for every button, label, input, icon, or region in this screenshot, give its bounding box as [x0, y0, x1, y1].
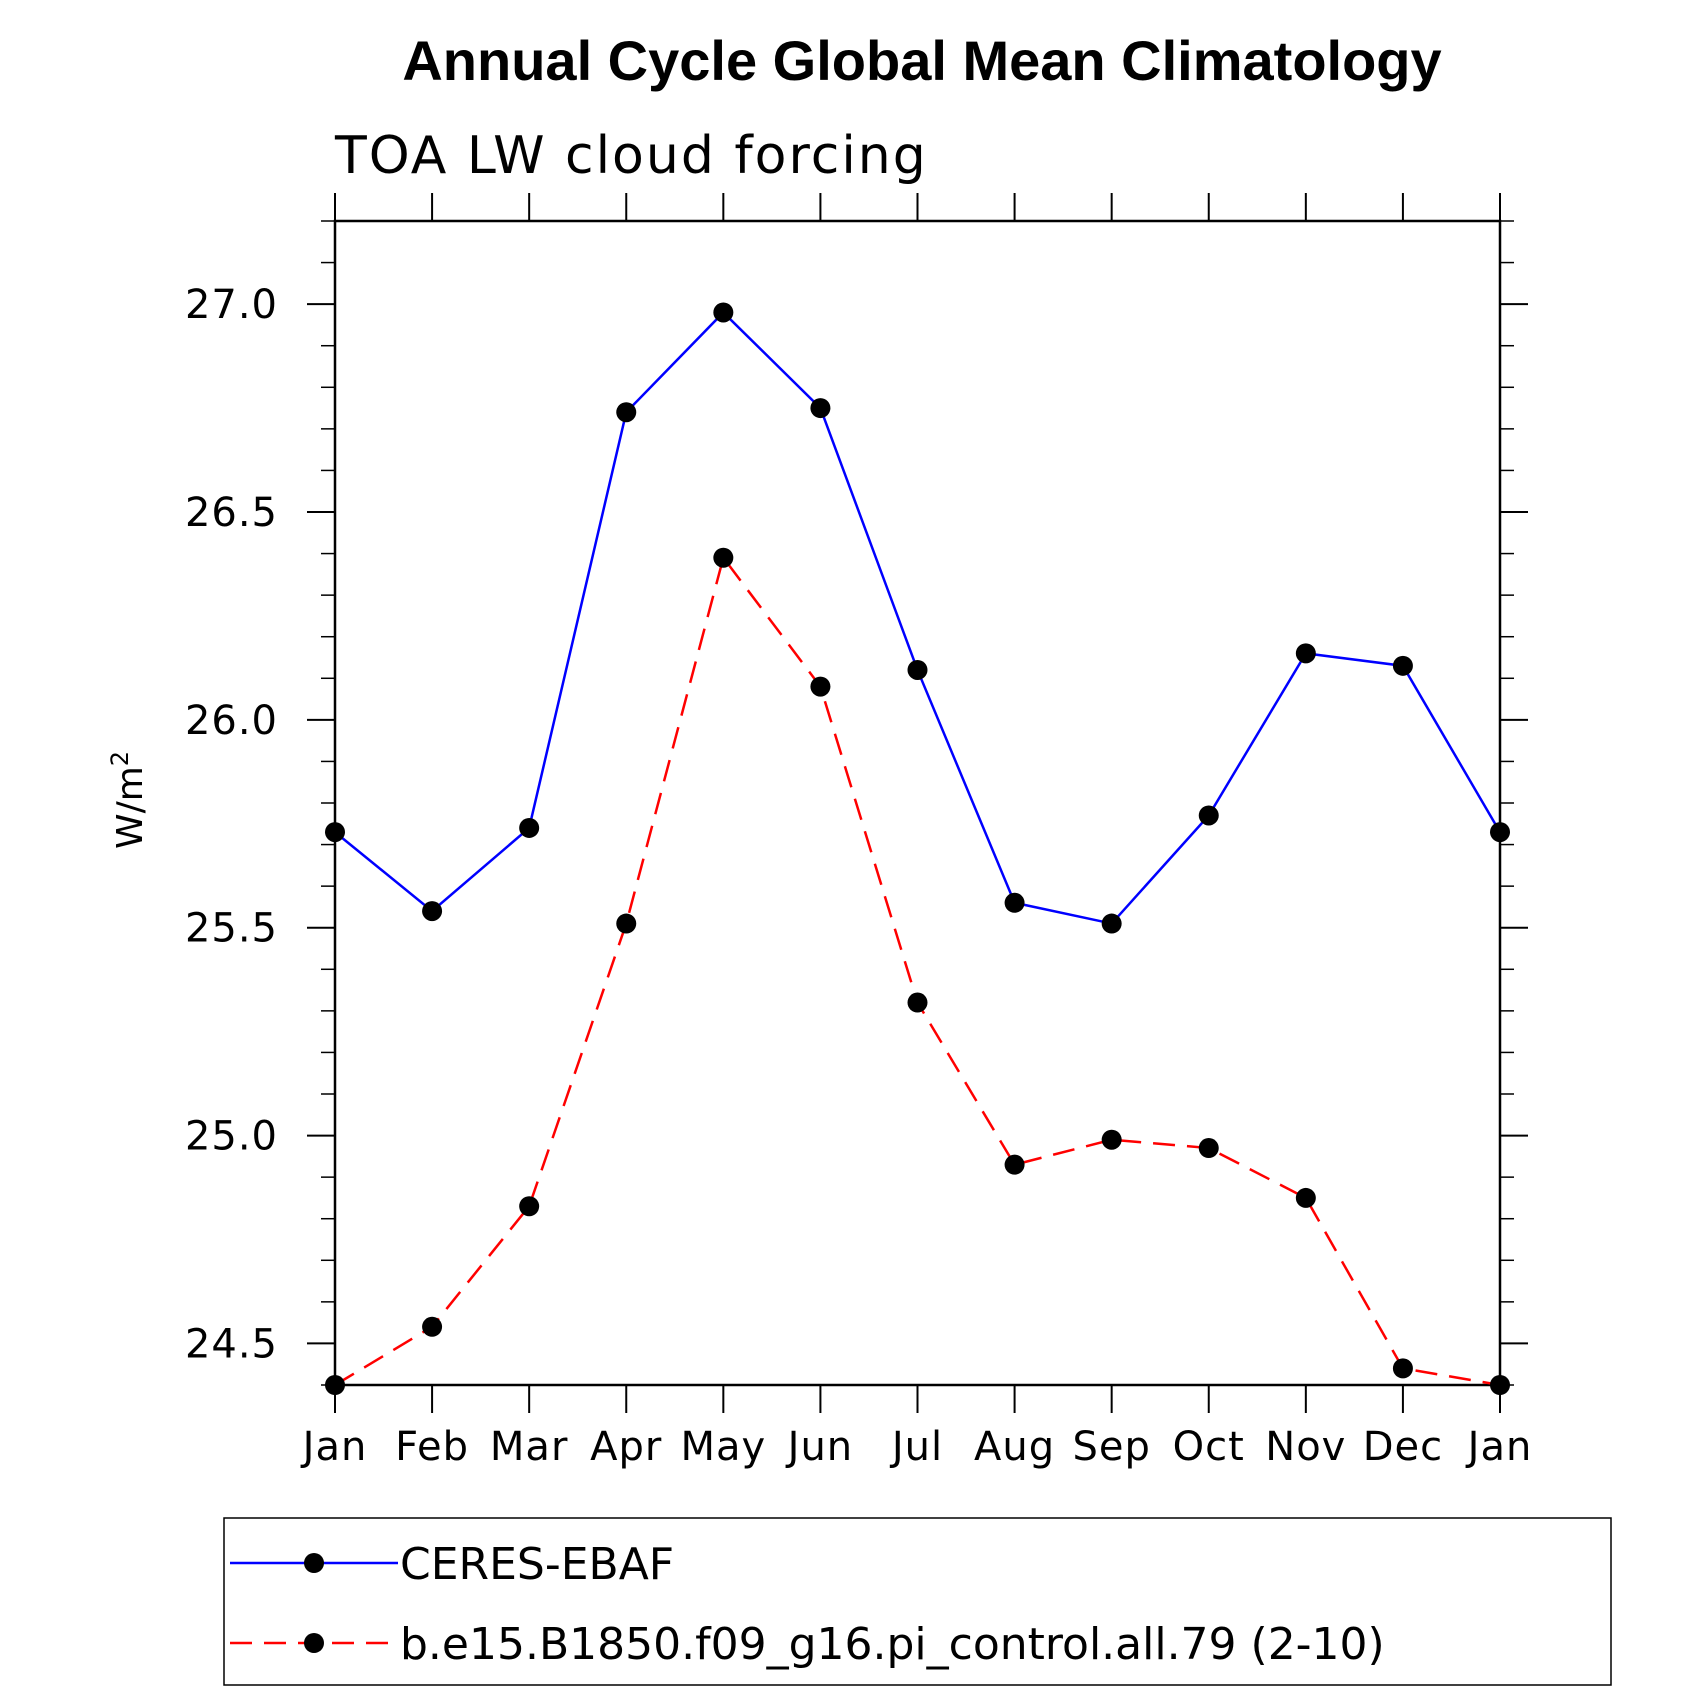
x-tick-label: Jan — [1465, 1424, 1533, 1470]
y-tick-label: 25.5 — [185, 906, 278, 952]
legend-label: b.e15.B1850.f09_g16.pi_control.all.79 (2… — [400, 1619, 1385, 1670]
y-tick-label: 26.0 — [185, 698, 278, 744]
data-point — [1004, 892, 1025, 913]
data-point — [1198, 805, 1219, 826]
series-layer — [325, 302, 1510, 1395]
series-line — [334, 310, 1502, 925]
data-point — [907, 992, 928, 1013]
x-tick-label: Feb — [395, 1424, 469, 1470]
x-tick-label: Jun — [785, 1424, 854, 1470]
data-point — [616, 402, 637, 423]
data-point — [1392, 655, 1413, 676]
data-point — [519, 1196, 540, 1217]
x-tick-label: Dec — [1363, 1424, 1443, 1470]
x-tick-label: Aug — [974, 1424, 1055, 1470]
data-point — [1101, 913, 1122, 934]
data-point — [1490, 1375, 1510, 1395]
data-point — [422, 1316, 443, 1337]
data-point — [325, 1375, 345, 1395]
y-tick-label: 25.0 — [185, 1114, 278, 1160]
legend: CERES-EBAF b.e15.B1850.f09_g16.pi_control… — [223, 1517, 1612, 1686]
legend-label: CERES-EBAF — [400, 1539, 674, 1590]
data-point — [713, 547, 734, 568]
data-point — [616, 913, 637, 934]
y-axis-label-base: W/m — [110, 766, 151, 849]
data-point — [713, 302, 734, 323]
data-point — [1101, 1129, 1122, 1150]
data-point — [1490, 822, 1510, 843]
x-tick-label: May — [680, 1424, 766, 1470]
x-tick-label: Apr — [590, 1424, 662, 1470]
data-point — [325, 822, 345, 843]
y-tick-label: 24.5 — [185, 1321, 278, 1367]
x-tick-label: Oct — [1173, 1424, 1245, 1470]
series-1 — [325, 302, 1510, 934]
data-point — [1392, 1358, 1413, 1379]
series-2 — [325, 547, 1510, 1395]
chart-subtitle: TOA LW cloud forcing — [334, 126, 928, 186]
data-point — [422, 901, 443, 922]
data-point — [1295, 1187, 1316, 1208]
legend-box — [223, 1517, 1612, 1686]
legend-marker — [304, 1553, 324, 1573]
data-point — [1295, 643, 1316, 664]
data-point — [907, 659, 928, 680]
x-tick-label: Jan — [300, 1424, 368, 1470]
data-point — [1198, 1138, 1219, 1159]
y-axis-label: W/m2 — [106, 751, 151, 849]
series-line — [334, 554, 1501, 1387]
data-point — [810, 676, 831, 697]
y-axis-label-sup: 2 — [106, 751, 134, 766]
data-point — [810, 398, 831, 419]
y-tick-label: 27.0 — [185, 282, 278, 328]
y-tick-label: 26.5 — [185, 490, 278, 536]
chart-title: Annual Cycle Global Mean Climatology — [402, 29, 1441, 92]
legend-marker — [304, 1633, 324, 1653]
x-tick-label: Mar — [490, 1424, 568, 1470]
data-point — [1004, 1154, 1025, 1175]
data-point — [519, 817, 540, 838]
x-tick-label: Nov — [1265, 1424, 1346, 1470]
x-tick-label: Jul — [889, 1424, 943, 1470]
x-tick-label: Sep — [1072, 1424, 1150, 1470]
svg-text:W/m2: W/m2 — [106, 751, 151, 849]
plot-axes: Jan Feb Mar Apr May Jun Jul Aug Sep Oct Nov Dec Jan 2… — [185, 193, 1533, 1470]
plot-frame — [333, 219, 1502, 1387]
